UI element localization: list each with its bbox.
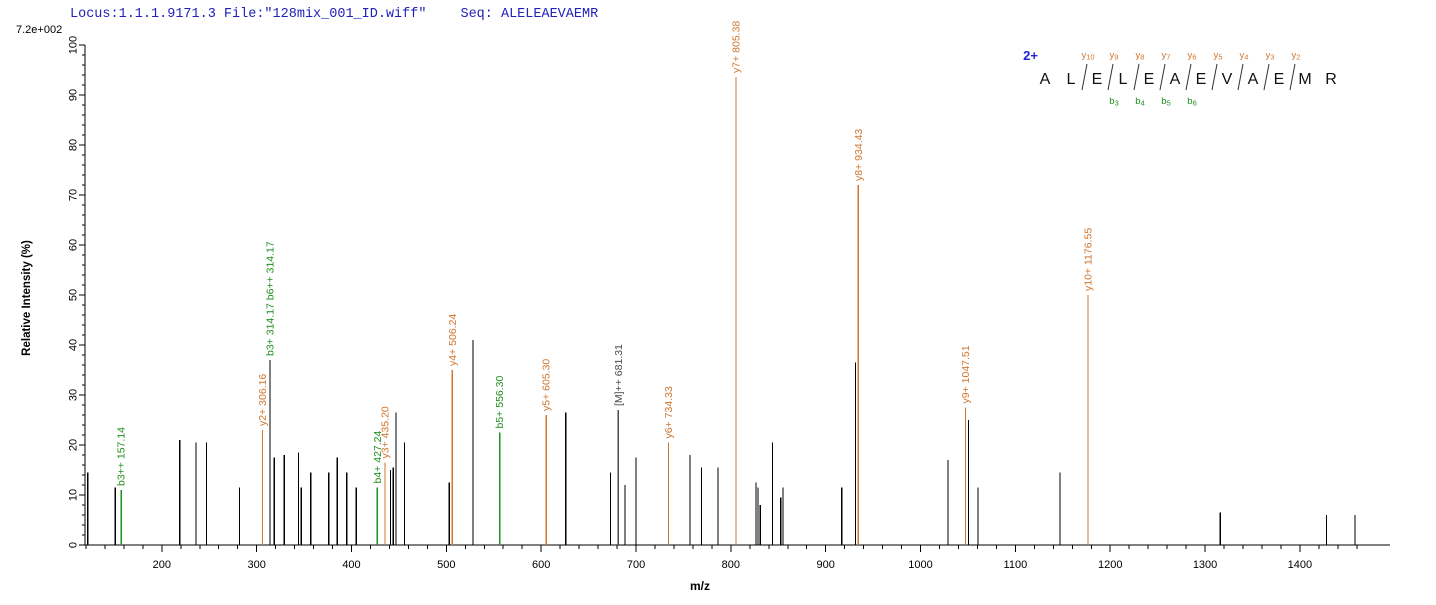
- x-tick-label: 300: [247, 559, 265, 571]
- x-tick-label: 500: [437, 559, 455, 571]
- y-ion-marker: y2: [1292, 50, 1301, 62]
- x-tick-label: 1100: [1004, 559, 1028, 571]
- y-tick-label: 50: [68, 289, 80, 301]
- b-ion-marker: b5: [1161, 96, 1170, 108]
- x-tick-label: 1000: [908, 559, 932, 571]
- y-tick-label: 60: [68, 239, 80, 251]
- sequence-label: Seq: ALELEAEVAEMR: [460, 7, 599, 22]
- y-ion-marker: y3: [1266, 50, 1275, 62]
- y-ion-marker: y4: [1240, 50, 1249, 62]
- peak-labels-group: b3++ 157.14 y2+ 306.16 b3+ 314.17 b6++ 314…: [116, 21, 1095, 486]
- y-tick-label: 10: [68, 489, 80, 501]
- y-tick-label: 100: [68, 36, 80, 54]
- fragment-cleavage-mark: [1159, 63, 1166, 91]
- y-tick-label: 90: [68, 89, 80, 101]
- residue-letter: A: [1170, 71, 1181, 88]
- max-intensity-label: 7.2e+002: [16, 24, 63, 36]
- y-tick-label: 20: [68, 439, 80, 451]
- b-ion-marker: b4: [1135, 96, 1144, 108]
- precursor-charge-label: 2+: [1023, 48, 1038, 63]
- x-tick-label: 800: [722, 559, 740, 571]
- residue-letter: E: [1092, 71, 1103, 88]
- x-tick-label: 900: [817, 559, 835, 571]
- peak-label: b3++ 157.14: [116, 427, 128, 486]
- x-tick-label: 200: [153, 559, 171, 571]
- y-ion-marker: y8: [1136, 50, 1145, 62]
- y-ion-marker: y7: [1162, 50, 1171, 62]
- peak-label: y5+ 605.30: [541, 359, 553, 411]
- fragment-cleavage-mark: [1263, 63, 1270, 91]
- x-axis-title: m/z: [690, 579, 710, 593]
- y-tick-label: 80: [68, 139, 80, 151]
- peak-label: y8+ 934.43: [853, 129, 865, 181]
- residue-letter: M: [1298, 71, 1311, 88]
- b-ion-marker: b6: [1187, 96, 1196, 108]
- y-ion-marker: y9: [1110, 50, 1119, 62]
- peak-label: y7+ 805.38: [730, 21, 742, 73]
- residue-letter: E: [1274, 71, 1285, 88]
- peak-label: y4+ 506.24: [447, 314, 459, 366]
- y-ion-marker: y5: [1214, 50, 1223, 62]
- residue-letter: A: [1248, 71, 1259, 88]
- peak-label: b3+ 314.17 b6++ 314.17: [265, 241, 277, 356]
- fragment-cleavage-mark: [1081, 63, 1088, 91]
- axes: [79, 44, 1390, 552]
- fragment-cleavage-mark: [1289, 63, 1296, 91]
- x-tick-label: 700: [627, 559, 645, 571]
- residue-letter: A: [1040, 71, 1051, 88]
- peak-label: y10+ 1176.55: [1082, 228, 1094, 291]
- residue-letter: L: [1119, 71, 1128, 88]
- fragment-cleavage-mark: [1211, 63, 1218, 91]
- peak-label: y3+ 435.20: [379, 406, 391, 458]
- residue-letter: E: [1196, 71, 1207, 88]
- y-axis-title: Relative Intensity (%): [21, 240, 33, 356]
- y-tick-label: 30: [68, 389, 80, 401]
- x-tick-label: 400: [342, 559, 360, 571]
- y-tick-label: 40: [68, 339, 80, 351]
- x-tick-label: 600: [532, 559, 550, 571]
- x-tick-label: 1300: [1193, 559, 1217, 571]
- header: Locus:1.1.1.9171.3 File:"128mix_001_ID.w…: [70, 7, 598, 22]
- residue-letter: V: [1222, 71, 1233, 88]
- y-ion-marker: y10: [1081, 50, 1094, 62]
- peak-label: y2+ 306.16: [257, 374, 269, 426]
- peaks-group: [87, 77, 1356, 545]
- fragment-cleavage-mark: [1185, 63, 1192, 91]
- peak-label: y9+ 1047.51: [960, 345, 972, 403]
- y-tick-label: 70: [68, 189, 80, 201]
- y-tick-label: 0: [68, 542, 80, 548]
- peak-label: [M]++ 681.31: [613, 344, 625, 406]
- residue-letter: L: [1067, 71, 1076, 88]
- fragment-cleavage-mark: [1237, 63, 1244, 91]
- x-tick-label: 1400: [1288, 559, 1312, 571]
- peak-label: b4+ 427.24: [372, 430, 384, 483]
- peak-label: y6+ 734.33: [663, 386, 675, 438]
- residue-letter: R: [1325, 71, 1337, 88]
- x-tick-label: 1200: [1098, 559, 1122, 571]
- fragment-cleavage-mark: [1107, 63, 1114, 91]
- residue-letter: E: [1144, 71, 1155, 88]
- b-ion-marker: b3: [1109, 96, 1118, 108]
- peak-label: b5+ 556.30: [494, 375, 506, 428]
- locus-file-label: Locus:1.1.1.9171.3 File:"128mix_001_ID.w…: [70, 7, 427, 22]
- fragment-cleavage-mark: [1133, 63, 1140, 91]
- y-ion-marker: y6: [1188, 50, 1197, 62]
